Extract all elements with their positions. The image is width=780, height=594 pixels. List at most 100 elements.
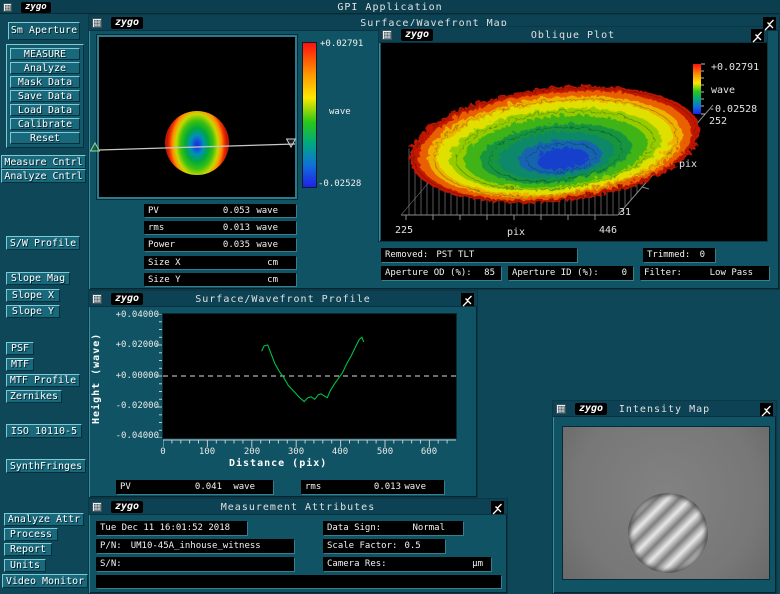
save-data-button[interactable]: Save Data	[10, 90, 80, 102]
rms-label: rms	[148, 223, 204, 233]
attrs-window-titlebar: zygo Measurement Attributes	[89, 499, 507, 515]
analyze-cntrl-button[interactable]: Analyze Cntrl	[1, 169, 86, 183]
load-data-button[interactable]: Load Data	[10, 104, 80, 116]
oblique-colorbar-max: +0.02791	[711, 62, 759, 73]
oblique-3d-surface: 225 pix 446 31 +0.02791 wave -0.02528 25…	[381, 43, 767, 241]
zygo-logo: zygo	[111, 17, 143, 29]
serial-number-label: S/N:	[100, 559, 122, 569]
oblique-plot-area[interactable]: 225 pix 446 31 +0.02791 wave -0.02528 25…	[381, 43, 767, 241]
x-tick: 0	[160, 447, 165, 457]
pin-icon[interactable]	[751, 29, 764, 42]
measure-cntrl-button[interactable]: Measure Cntrl	[1, 155, 86, 169]
slope-y-button[interactable]: Slope Y	[6, 305, 60, 318]
profile-x-axis-label: Distance (pix)	[229, 458, 327, 469]
profile-window: zygo Surface/Wavefront Profile Height (w…	[88, 290, 478, 498]
pv-value: 0.053	[204, 206, 250, 216]
power-value: 0.035	[204, 240, 250, 250]
pin-icon[interactable]	[760, 403, 773, 416]
zygo-logo: zygo	[21, 2, 51, 13]
pin-icon[interactable]	[763, 17, 776, 30]
synthfringes-button[interactable]: SynthFringes	[6, 459, 86, 473]
video-monitor-button[interactable]: Video Monitor	[2, 574, 88, 588]
pv-unit: wave	[256, 206, 278, 216]
iconify-icon[interactable]	[382, 30, 392, 40]
analyze-button[interactable]: Analyze	[10, 62, 80, 74]
x-tick: 500	[377, 447, 393, 457]
rms-unit: wave	[256, 223, 278, 233]
pin-icon[interactable]	[461, 293, 474, 306]
iconify-icon[interactable]	[92, 294, 102, 304]
size-y-label: Size Y	[148, 275, 204, 285]
zernikes-button[interactable]: Zernikes	[6, 390, 62, 403]
map-colorbar-min: -0.02528	[318, 179, 361, 189]
x-tick: 100	[199, 447, 215, 457]
pv-field: PV0.053wave	[144, 204, 296, 217]
aperture-od-field[interactable]: Aperture OD (%):85	[381, 266, 501, 280]
oblique-x-min: 225	[395, 225, 413, 236]
filter-label: Filter:	[644, 268, 682, 278]
report-button[interactable]: Report	[4, 543, 52, 556]
scale-factor-field[interactable]: Scale Factor:0.5	[323, 539, 445, 553]
mask-data-button[interactable]: Mask Data	[10, 76, 80, 88]
trimmed-value: 0	[700, 250, 711, 260]
aperture-id-field[interactable]: Aperture ID (%):0	[508, 266, 633, 280]
units-button[interactable]: Units	[4, 559, 46, 572]
reset-button[interactable]: Reset	[10, 132, 80, 144]
profile-window-title: Surface/Wavefront Profile	[89, 294, 477, 305]
size-y-field: Size Y cm	[144, 273, 296, 286]
camera-res-field[interactable]: Camera Res:µm	[323, 557, 491, 571]
zygo-logo: zygo	[575, 403, 607, 415]
slice-cursor-line[interactable]	[99, 37, 295, 197]
rms-value: 0.013	[204, 223, 250, 233]
profile-plot-area[interactable]	[163, 314, 456, 438]
part-number-field[interactable]: P/N: UM10-45A_inhouse_witness	[96, 539, 294, 553]
iso-10110-5-button[interactable]: ISO 10110-5	[6, 424, 82, 438]
scale-factor-label: Scale Factor:	[327, 541, 397, 551]
profile-window-titlebar: zygo Surface/Wavefront Profile	[89, 291, 477, 307]
psf-button[interactable]: PSF	[6, 342, 34, 355]
slope-x-button[interactable]: Slope X	[6, 289, 60, 302]
analyze-attr-button[interactable]: Analyze Attr	[4, 513, 84, 526]
slice-right-handle[interactable]	[286, 138, 296, 148]
aperture-id-value: 0	[622, 268, 629, 278]
oblique-window-title: Oblique Plot	[379, 30, 767, 41]
profile-rms-unit: wave	[404, 482, 426, 492]
pin-icon[interactable]	[491, 501, 504, 514]
trimmed-field: Trimmed:0	[643, 248, 715, 262]
sw-profile-button[interactable]: S/W Profile	[6, 236, 80, 250]
oblique-depth-label: pix	[679, 159, 697, 170]
part-number-label: P/N:	[100, 541, 122, 551]
profile-pv-value: 0.041	[176, 482, 222, 492]
data-sign-field[interactable]: Data Sign:Normal	[323, 521, 463, 535]
profile-rms-value: 0.013	[355, 482, 401, 492]
iconify-icon[interactable]	[92, 502, 102, 512]
measure-group: MEASURE Analyze Mask Data Save Data Load…	[6, 44, 84, 148]
profile-pv-label: PV	[120, 482, 176, 492]
removed-label: Removed:	[385, 250, 428, 260]
size-x-unit: cm	[267, 258, 278, 268]
slice-left-handle[interactable]	[90, 142, 100, 152]
comment-field[interactable]	[96, 575, 501, 588]
removed-value: PST TLT	[436, 250, 474, 260]
calibrate-button[interactable]: Calibrate	[10, 118, 80, 130]
iconify-icon[interactable]	[556, 404, 566, 414]
zygo-logo: zygo	[401, 29, 433, 41]
app-title: GPI Application	[0, 2, 780, 13]
oblique-colorbar-units: wave	[711, 85, 735, 96]
size-x-label: Size X	[148, 258, 204, 268]
process-button[interactable]: Process	[4, 528, 58, 541]
size-y-unit: cm	[267, 275, 278, 285]
x-tick: 300	[288, 447, 304, 457]
sidebar: Sm Aperture MEASURE Analyze Mask Data Sa…	[0, 14, 88, 594]
slope-mag-button[interactable]: Slope Mag	[6, 272, 70, 285]
serial-number-field[interactable]: S/N:	[96, 557, 294, 571]
measurement-attributes-window: zygo Measurement Attributes Tue Dec 11 1…	[88, 498, 508, 594]
measure-button[interactable]: MEASURE	[10, 48, 80, 60]
filter-field[interactable]: Filter:Low Pass	[640, 266, 769, 280]
iconify-icon[interactable]	[92, 18, 102, 28]
part-number-value: UM10-45A_inhouse_witness	[131, 541, 261, 551]
camera-res-unit: µm	[472, 559, 487, 569]
mtf-profile-button[interactable]: MTF Profile	[6, 374, 80, 387]
window-menu-icon[interactable]	[3, 3, 12, 12]
mtf-button[interactable]: MTF	[6, 358, 34, 371]
